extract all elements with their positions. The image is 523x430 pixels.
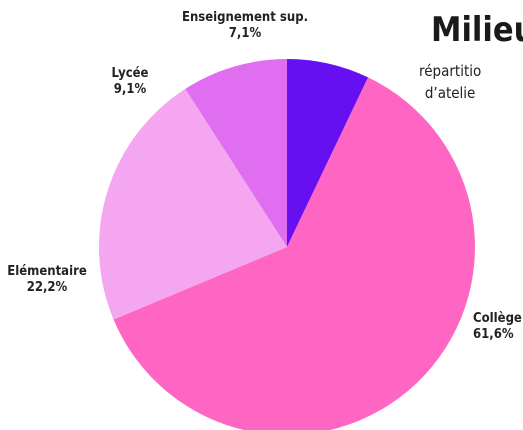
chart-subtitle-line-1: répartitio bbox=[419, 62, 482, 80]
pie-slice-1 bbox=[113, 77, 475, 430]
chart-subtitle-line-2: d’atelie bbox=[424, 84, 476, 102]
slice-label-enseignement-sup: Enseignement sup. 7,1% bbox=[175, 10, 315, 42]
slice-label-lycee: Lycée 9,1% bbox=[100, 66, 160, 98]
slice-label-value: 61,6% bbox=[473, 327, 514, 342]
slice-label-value: 7,1% bbox=[228, 26, 262, 41]
chart-title: Milieu bbox=[431, 10, 523, 50]
slice-label-value: 22,2% bbox=[26, 280, 68, 295]
pie-slice-2 bbox=[99, 88, 287, 320]
slice-label-category: Collège bbox=[473, 311, 522, 326]
pie-slice-0 bbox=[287, 59, 369, 247]
slice-label-elementaire: Elémentaire 22,2% bbox=[2, 264, 92, 296]
slice-label-value: 9,1% bbox=[113, 82, 147, 97]
slice-label-college: Collège 61,6% bbox=[473, 311, 523, 343]
slice-label-category: Enseignement sup. bbox=[181, 10, 309, 25]
slice-label-category: Elémentaire bbox=[7, 264, 87, 279]
pie-slice-3 bbox=[185, 59, 287, 247]
chart-subtitle: répartitio d’atelie bbox=[419, 60, 481, 104]
slice-label-category: Lycée bbox=[111, 66, 149, 81]
